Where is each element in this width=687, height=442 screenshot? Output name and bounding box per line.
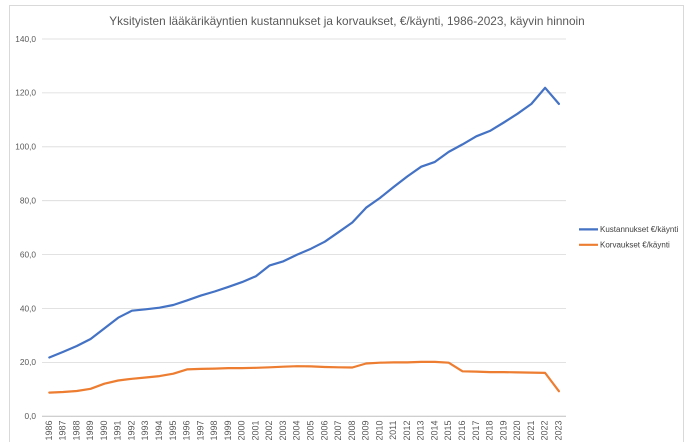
svg-text:1992: 1992 — [126, 421, 136, 441]
svg-text:120,0: 120,0 — [15, 88, 36, 98]
svg-text:2008: 2008 — [347, 421, 357, 441]
svg-text:80,0: 80,0 — [20, 196, 37, 206]
svg-text:1987: 1987 — [58, 421, 68, 441]
svg-text:2018: 2018 — [485, 421, 495, 441]
svg-text:1988: 1988 — [71, 421, 81, 441]
svg-text:2020: 2020 — [512, 421, 522, 441]
svg-text:1995: 1995 — [168, 421, 178, 441]
svg-text:140,0: 140,0 — [15, 34, 36, 44]
svg-text:2022: 2022 — [540, 421, 550, 441]
svg-text:2013: 2013 — [416, 421, 426, 441]
svg-text:2015: 2015 — [443, 421, 453, 441]
svg-text:2004: 2004 — [292, 421, 302, 441]
svg-text:100,0: 100,0 — [15, 142, 36, 152]
svg-text:2003: 2003 — [278, 421, 288, 441]
svg-text:2005: 2005 — [306, 421, 316, 441]
svg-text:0,0: 0,0 — [24, 411, 36, 421]
svg-text:2009: 2009 — [361, 421, 371, 441]
svg-text:2002: 2002 — [264, 421, 274, 441]
svg-text:2016: 2016 — [457, 421, 467, 441]
svg-text:1989: 1989 — [85, 421, 95, 441]
svg-text:1998: 1998 — [209, 421, 219, 441]
svg-text:1999: 1999 — [223, 421, 233, 441]
svg-text:Korvaukset €/käynti: Korvaukset €/käynti — [600, 241, 670, 250]
svg-text:1991: 1991 — [113, 421, 123, 441]
svg-text:1990: 1990 — [99, 421, 109, 441]
svg-text:2021: 2021 — [526, 421, 536, 441]
svg-text:2023: 2023 — [553, 421, 563, 441]
svg-text:2019: 2019 — [498, 421, 508, 441]
svg-text:1996: 1996 — [182, 421, 192, 441]
svg-text:2017: 2017 — [471, 421, 481, 441]
svg-text:2001: 2001 — [250, 421, 260, 441]
svg-text:1993: 1993 — [140, 421, 150, 441]
svg-text:40,0: 40,0 — [20, 303, 37, 313]
svg-text:2006: 2006 — [319, 421, 329, 441]
svg-text:20,0: 20,0 — [20, 357, 37, 367]
svg-text:2012: 2012 — [402, 421, 412, 441]
svg-text:2010: 2010 — [374, 421, 384, 441]
svg-text:2007: 2007 — [333, 421, 343, 441]
svg-text:60,0: 60,0 — [20, 249, 37, 259]
svg-text:Kustannukset €/käynti: Kustannukset €/käynti — [600, 225, 678, 234]
svg-text:1986: 1986 — [44, 421, 54, 441]
svg-text:2011: 2011 — [388, 421, 398, 440]
svg-text:2000: 2000 — [237, 421, 247, 441]
svg-text:1994: 1994 — [154, 421, 164, 441]
svg-text:2014: 2014 — [429, 421, 439, 441]
svg-text:Yksityisten lääkärikäyntien ku: Yksityisten lääkärikäyntien kustannukset… — [109, 14, 584, 28]
svg-text:1997: 1997 — [195, 421, 205, 441]
